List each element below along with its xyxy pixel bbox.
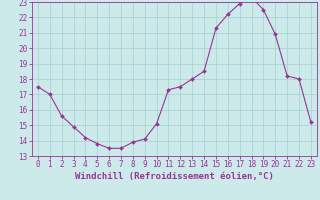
- X-axis label: Windchill (Refroidissement éolien,°C): Windchill (Refroidissement éolien,°C): [75, 172, 274, 181]
